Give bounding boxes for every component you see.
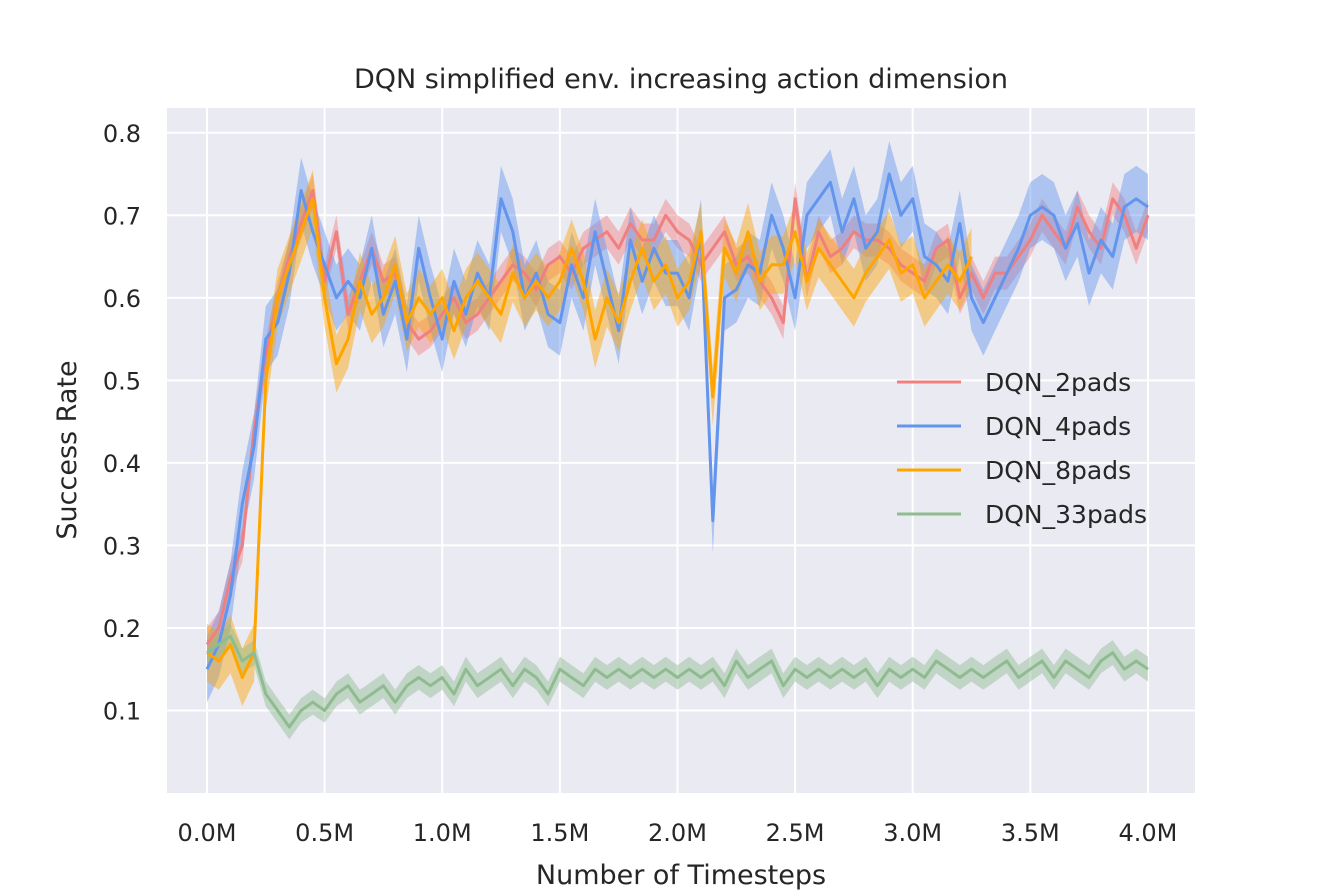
x-tick-label: 1.0M	[413, 819, 472, 847]
y-tick-label: 0.6	[103, 285, 141, 313]
series-line-DQN_4pads	[205, 172, 1149, 670]
x-tick-label: 0.0M	[178, 819, 237, 847]
x-tick-label: 4.0M	[1119, 819, 1178, 847]
band-DQN_33pads	[207, 623, 1148, 740]
legend-label: DQN_33pads	[985, 500, 1147, 529]
x-axis-label: Number of Timesteps	[536, 860, 826, 891]
x-tick-label: 0.5M	[295, 819, 354, 847]
legend-label: DQN_4pads	[985, 412, 1131, 441]
x-tick-label: 3.5M	[1001, 819, 1060, 847]
series-line-DQN_33pads	[206, 634, 1149, 729]
chart-title: DQN simplified env. increasing action di…	[354, 64, 1008, 95]
series-line-DQN_8pads	[206, 197, 973, 679]
y-tick-label: 0.3	[103, 532, 141, 560]
x-tick-label: 2.5M	[766, 819, 825, 847]
band-DQN_8pads	[207, 169, 972, 707]
legend-label: DQN_2pads	[985, 368, 1131, 397]
y-tick-labels: 0.1 0.2 0.3 0.4 0.5 0.6 0.7 0.8	[103, 120, 141, 726]
y-axis-label: Success Rate	[52, 360, 83, 539]
y-tick-label: 0.1	[103, 697, 141, 725]
series-lines	[205, 172, 1150, 729]
x-tick-labels: 0.0M 0.5M 1.0M 1.5M 2.0M 2.5M 3.0M 3.5M 4.0M	[178, 819, 1178, 847]
legend-label: DQN_8pads	[985, 456, 1131, 485]
x-tick-label: 2.0M	[648, 819, 707, 847]
x-tick-label: 3.0M	[883, 819, 942, 847]
series-line-DQN_2pads	[205, 189, 1150, 646]
plot-area	[167, 108, 1195, 793]
y-tick-label: 0.8	[103, 120, 141, 148]
grid	[167, 108, 1195, 793]
legend: DQN_2pads DQN_4pads DQN_8pads DQN_33pads	[897, 368, 1147, 529]
y-tick-label: 0.2	[103, 615, 141, 643]
y-tick-label: 0.4	[103, 450, 141, 478]
x-tick-label: 1.5M	[530, 819, 589, 847]
y-tick-label: 0.7	[103, 202, 141, 230]
y-tick-label: 0.5	[103, 367, 141, 395]
